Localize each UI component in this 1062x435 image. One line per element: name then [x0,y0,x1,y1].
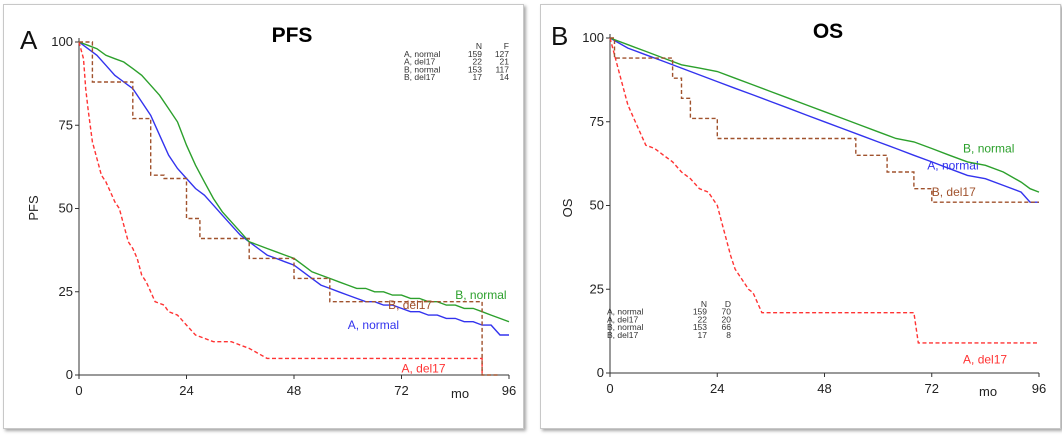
legend-row-n: 153 [468,64,482,74]
series-line-b-del17 [79,41,500,376]
x-tick-label: 72 [394,383,408,398]
legend-row-events: 66 [722,322,732,332]
series-line-a-normal [609,37,1039,203]
chart-title: PFS [272,24,313,47]
legend-header: N [476,41,482,51]
y-tick-label: 100 [582,30,604,45]
y-tick-label: 50 [59,201,73,216]
legend-header: D [725,299,731,309]
legend-row-n: 153 [693,322,707,332]
series-line-b-del17 [610,37,1039,203]
legend-row-n: 22 [473,57,483,67]
legend-row-events: 20 [722,314,732,324]
legend-row-events: 127 [495,49,509,59]
x-tick-label: 24 [179,383,193,398]
x-tick-label: 0 [606,381,613,396]
legend-row-n: 17 [698,330,708,340]
x-tick-label: 0 [75,383,82,398]
legend-row-label: B, del17 [607,330,638,340]
legend-row-label: A, normal [404,49,440,59]
legend-row-events: 117 [495,64,509,74]
y-tick-label: 25 [590,281,604,296]
curve-label: A, del17 [402,361,446,375]
legend-row-n: 159 [693,307,707,317]
legend-header: N [701,299,707,309]
y-tick-label: 100 [51,34,73,49]
legend-row-events: 14 [500,72,510,82]
panel-letter: A [20,25,38,55]
legend-row-label: A, del17 [607,314,638,324]
curve-label: A, normal [927,158,978,172]
y-tick-label: 0 [597,365,604,380]
x-tick-label: 72 [925,381,939,396]
legend-row-label: A, normal [607,307,643,317]
series-line-b-normal [78,41,510,323]
legend-row-label: A, del17 [404,57,435,67]
os-panel: B OS 0 25 50 75 100 0 24 48 72 96 OS mo A, normal A, de… [540,4,1061,429]
series-line-a-del17 [78,41,483,375]
series-line-a-del17 [609,37,1039,344]
curve-label: B, normal [963,142,1014,156]
legend-row-events: 8 [726,330,731,340]
legend-row-n: 22 [698,314,708,324]
x-tick-label: 96 [502,383,516,398]
y-tick-label: 50 [590,198,604,213]
curve-label: A, normal [348,318,399,332]
chart-title: OS [813,20,843,43]
x-tick-label: 96 [1032,381,1046,396]
series-line-a-normal [78,41,509,336]
legend-row-label: B, del17 [404,72,435,82]
x-tick-label: 24 [710,381,724,396]
legend-row-events: 70 [722,307,732,317]
x-axis-unit-label: mo [979,384,997,399]
legend-row-events: 21 [500,57,510,67]
pfs-panel: A PFS 0 25 50 75 100 0 24 48 72 96 PFS mo A, normal A, … [3,4,524,429]
y-tick-label: 25 [59,284,73,299]
curve-label: B, normal [455,288,506,302]
legend-row-n: 17 [473,72,483,82]
legend-header: F [504,41,509,51]
legend-row-n: 159 [468,49,482,59]
series-line-b-normal [609,37,1040,193]
curve-label: B, del17 [932,185,976,199]
x-tick-label: 48 [287,383,301,398]
legend: N D A, normal 159 70 A, del17 22 20 B, normal 153… [607,299,731,340]
x-tick-label: 48 [817,381,831,396]
y-tick-label: 75 [59,117,73,132]
legend-row-label: B, normal [607,322,643,332]
curve-label: A, del17 [963,353,1007,367]
panel-letter: B [551,21,568,51]
y-tick-label: 75 [590,114,604,129]
y-axis-label: PFS [26,195,41,221]
y-tick-label: 0 [66,367,73,382]
legend-row-label: B, normal [404,64,440,74]
legend: N F A, normal 159 127 A, del17 22 21 B, normal 15… [404,41,509,82]
curve-label: B, del17 [388,298,432,312]
y-axis-label: OS [560,198,575,217]
x-axis-unit-label: mo [451,386,469,401]
